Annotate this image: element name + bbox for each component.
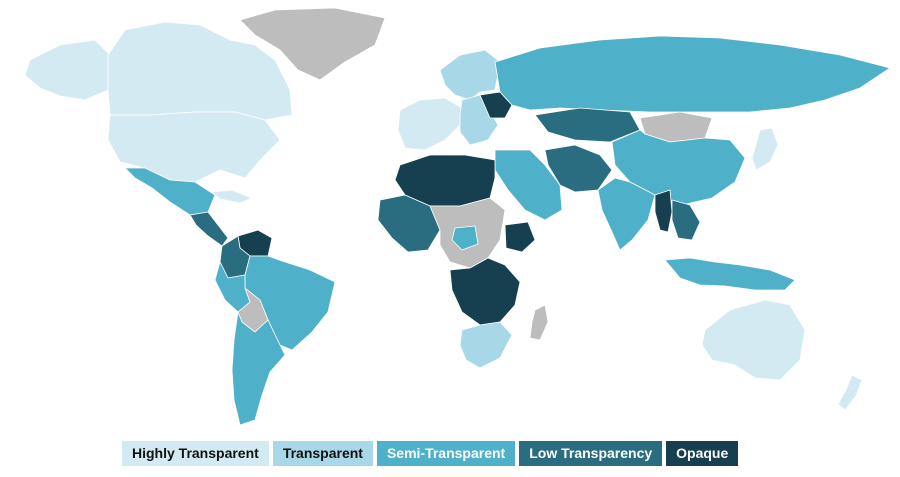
- region-cuba: [211, 189, 253, 204]
- region-western-europe: [397, 97, 463, 151]
- legend-item-low-transparency: Low Transparency: [519, 441, 663, 466]
- region-belarus: [479, 91, 513, 119]
- region-southeast-asia: [671, 199, 701, 241]
- region-indonesia: [664, 257, 796, 291]
- region-united-states: [107, 111, 281, 183]
- region-scandinavia: [439, 49, 501, 101]
- region-argentina-chile: [231, 311, 286, 426]
- legend-item-transparent: Transparent: [272, 441, 373, 466]
- region-japan: [751, 127, 779, 171]
- legend-item-highly-transparent: Highly Transparent: [122, 441, 269, 466]
- region-ethiopia: [504, 221, 536, 253]
- region-south-africa: [459, 321, 513, 369]
- legend-item-semi-transparent: Semi-Transparent: [376, 441, 516, 466]
- region-middle-east: [494, 149, 563, 221]
- region-west-africa: [377, 194, 441, 253]
- region-india: [597, 177, 656, 251]
- region-russia: [494, 35, 891, 113]
- region-myanmar: [654, 189, 673, 233]
- world-map-svg: [24, 7, 891, 426]
- region-madagascar: [529, 304, 549, 341]
- region-southern-africa: [449, 257, 521, 326]
- region-central-america: [189, 211, 229, 247]
- region-nigeria: [451, 225, 479, 251]
- region-greenland: [239, 7, 386, 81]
- legend: Highly Transparent Transparent Semi-Tran…: [122, 441, 739, 466]
- legend-item-opaque: Opaque: [666, 441, 739, 466]
- region-new-zealand: [837, 374, 863, 411]
- region-alaska: [24, 39, 111, 101]
- world-map: [24, 7, 891, 426]
- region-australia: [701, 299, 806, 381]
